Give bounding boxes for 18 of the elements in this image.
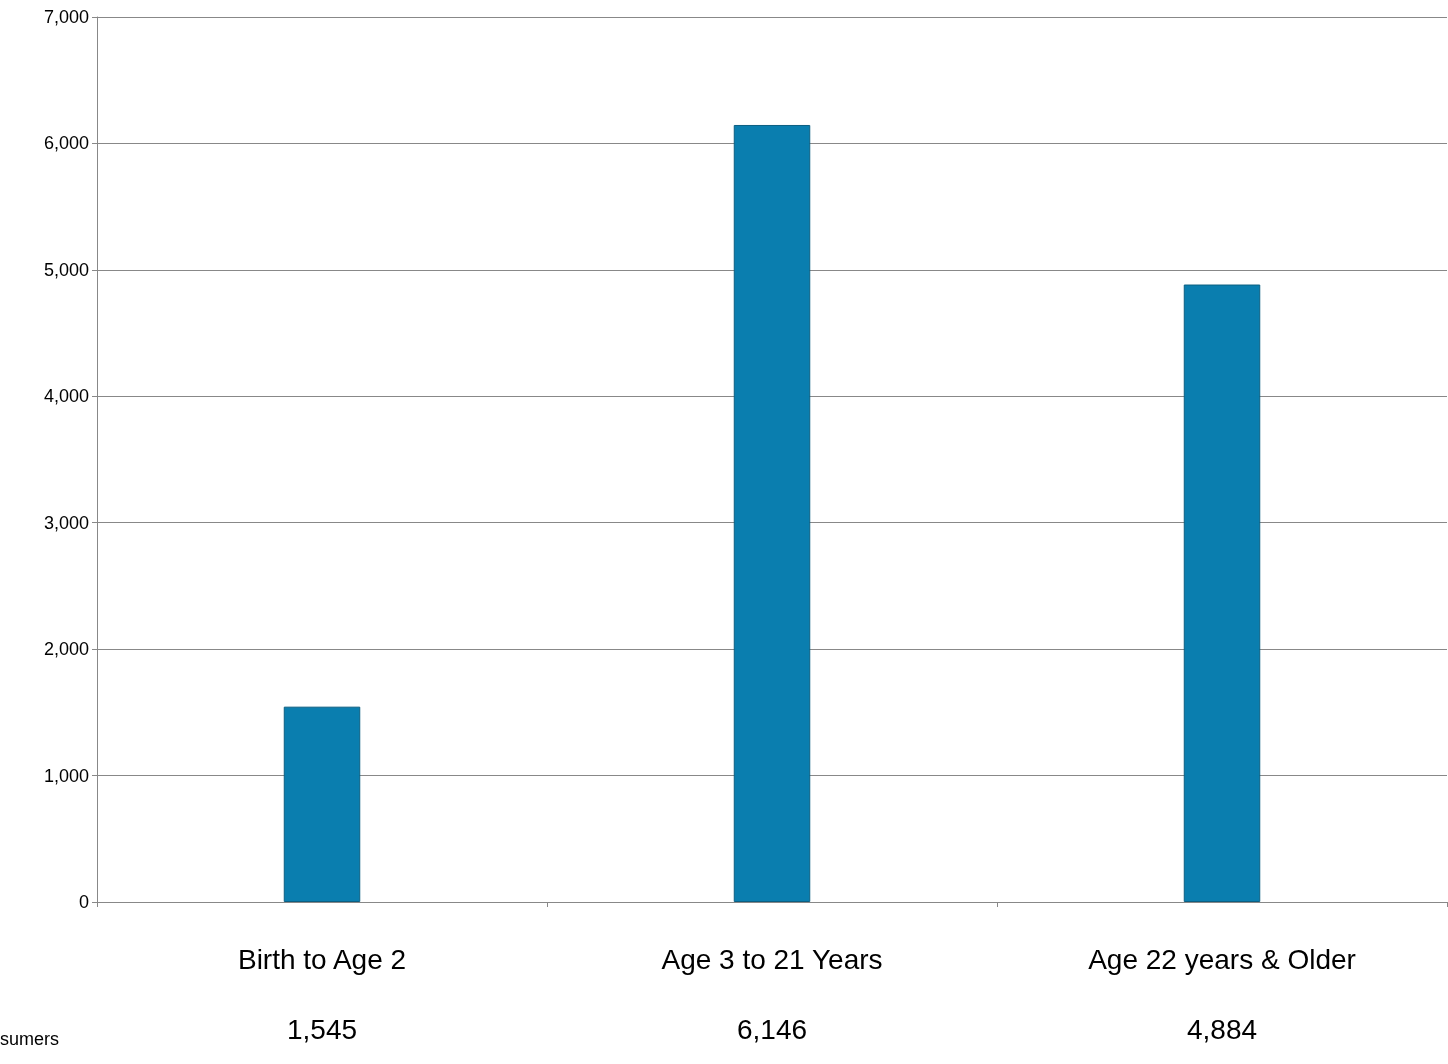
text: sumers	[0, 1029, 60, 1049]
bar	[283, 706, 361, 902]
data-label: 1,545	[286, 1013, 358, 1045]
y-tick-label: 0	[78, 892, 89, 912]
y-tick-label: 6,000	[43, 133, 89, 154]
y-tick-label: 4,000	[43, 386, 89, 407]
y-tick-label: 7,000	[43, 7, 89, 27]
x-tick-label: Birth to Age 2	[237, 943, 407, 975]
data-label: 6,146	[736, 1013, 808, 1045]
data-label: 4,884	[1186, 1013, 1258, 1045]
y-tick-label: 2,000	[43, 639, 89, 660]
y-tick-label: 5,000	[43, 259, 89, 280]
x-tick-label: Age 22 years & Older	[1088, 943, 1356, 975]
x-tick-label: Age 3 to 21 Years	[661, 943, 883, 975]
y-tick-label: 1,000	[43, 765, 89, 786]
bar	[733, 124, 811, 902]
y-tick-label: 3,000	[43, 512, 89, 533]
bar	[1183, 284, 1261, 902]
